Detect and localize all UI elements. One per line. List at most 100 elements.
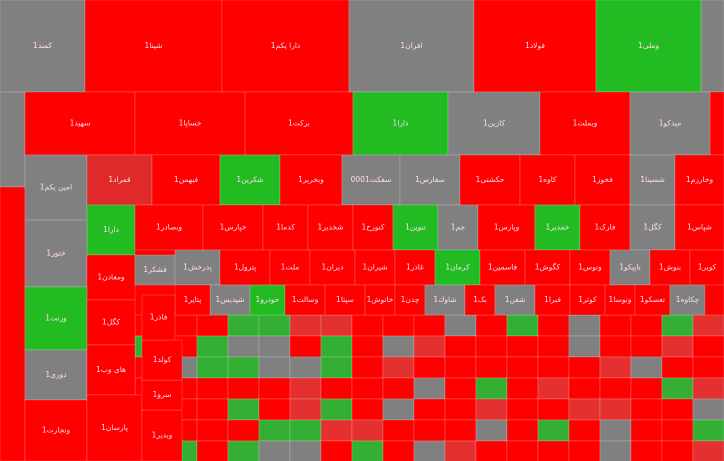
stock-label: دارا یکم1 [271,41,301,50]
stock-label: فشکر1 [143,265,167,274]
small-tile [444,314,477,337]
stock-tile[interactable] [352,204,394,251]
small-tile [506,335,539,358]
small-tile [506,440,539,461]
stock-tile[interactable] [24,349,88,401]
stock-tile[interactable] [244,91,354,156]
stock-tile[interactable] [141,339,183,381]
stock-label: تاپیکو1 [619,263,641,272]
stock-label: های وب1 [96,365,126,374]
small-tile [661,314,694,337]
small-tile [599,440,632,461]
stock-tile[interactable] [394,249,436,286]
small-tile [599,398,632,421]
stock-tile[interactable] [86,154,153,206]
stock-tile[interactable] [649,249,691,286]
stock-tile[interactable] [24,399,88,461]
stock-tile[interactable] [569,249,611,286]
stock-tile[interactable] [86,299,136,346]
stock-tile[interactable] [399,154,461,206]
stock-label: فولاد1 [525,41,545,50]
stock-tile[interactable] [534,284,571,316]
stock-tile[interactable] [134,254,176,286]
stock-tile[interactable] [134,91,246,156]
stock-tile[interactable] [24,286,88,351]
small-tile [227,335,260,358]
stock-tile[interactable] [634,284,671,316]
small-tile [320,335,353,358]
stock-tile[interactable] [669,284,706,316]
stock-tile[interactable] [364,284,396,316]
stock-tile[interactable] [269,249,311,286]
stock-tile[interactable] [219,154,281,206]
small-tile [289,440,322,461]
stock-label: دوری1 [45,370,66,379]
stock-tile[interactable] [86,344,136,396]
stock-tile[interactable] [24,154,88,221]
stock-tile[interactable] [479,249,526,286]
stock-tile[interactable] [595,0,702,93]
stock-tile[interactable] [221,0,350,93]
stock-tile[interactable] [494,284,536,316]
small-tile [227,440,260,461]
stock-tile[interactable] [354,249,396,286]
stock-tile[interactable] [84,0,223,93]
stock-tile[interactable] [534,204,581,251]
stock-tile[interactable] [86,204,136,256]
stock-tile[interactable] [309,249,356,286]
small-tile [568,356,601,379]
small-tile [537,398,570,421]
stock-tile[interactable] [629,91,711,156]
stock-tile[interactable] [24,219,88,288]
stock-tile[interactable] [174,284,211,316]
small-tile [537,314,570,337]
stock-tile[interactable] [202,204,264,251]
stock-tile[interactable] [86,254,136,301]
stock-tile[interactable] [459,154,521,206]
stock-tile[interactable] [348,0,475,93]
stock-label: ملت1 [281,263,300,272]
stock-label: کگل1 [643,223,662,232]
stock-label: شپاس1 [687,223,712,232]
stock-label: شیران1 [362,263,387,272]
stock-tile[interactable] [524,249,571,286]
stock-tile[interactable] [539,91,631,156]
stock-tile[interactable] [569,284,606,316]
stock-tile[interactable] [437,204,479,251]
stock-tile[interactable] [324,284,366,316]
stock-tile[interactable] [141,409,183,461]
stock-tile[interactable] [447,91,541,156]
stock-tile[interactable] [151,154,221,206]
stock-tile[interactable] [284,284,326,316]
stock-tile[interactable] [134,204,204,251]
small-tile [320,419,353,442]
stock-tile[interactable] [519,154,576,206]
small-tile [351,419,384,442]
stock-tile[interactable] [0,0,86,93]
stock-tile[interactable] [352,91,449,156]
stock-tile[interactable] [424,284,466,316]
small-tile [413,377,446,400]
stock-tile[interactable] [86,394,143,461]
stock-label: فارک1 [595,223,616,232]
stock-tile[interactable] [629,204,676,251]
small-tile [692,314,724,337]
stock-tile[interactable] [141,294,176,341]
tile [709,91,724,156]
stock-tile[interactable] [24,91,136,156]
stock-tile[interactable] [674,154,724,206]
stock-tile[interactable] [434,249,481,286]
stock-tile[interactable] [689,249,724,286]
small-tile [258,419,291,442]
stock-tile[interactable] [262,204,309,251]
stock-tile[interactable] [141,379,183,411]
stock-tile[interactable] [174,249,221,286]
stock-tile[interactable] [249,284,286,316]
stock-tile[interactable] [477,204,536,251]
stock-tile[interactable] [473,0,597,93]
small-tile [506,419,539,442]
stock-tile[interactable] [219,249,271,286]
small-tile [258,377,291,400]
stock-tile[interactable] [609,249,651,286]
stock-tile[interactable] [674,204,724,251]
